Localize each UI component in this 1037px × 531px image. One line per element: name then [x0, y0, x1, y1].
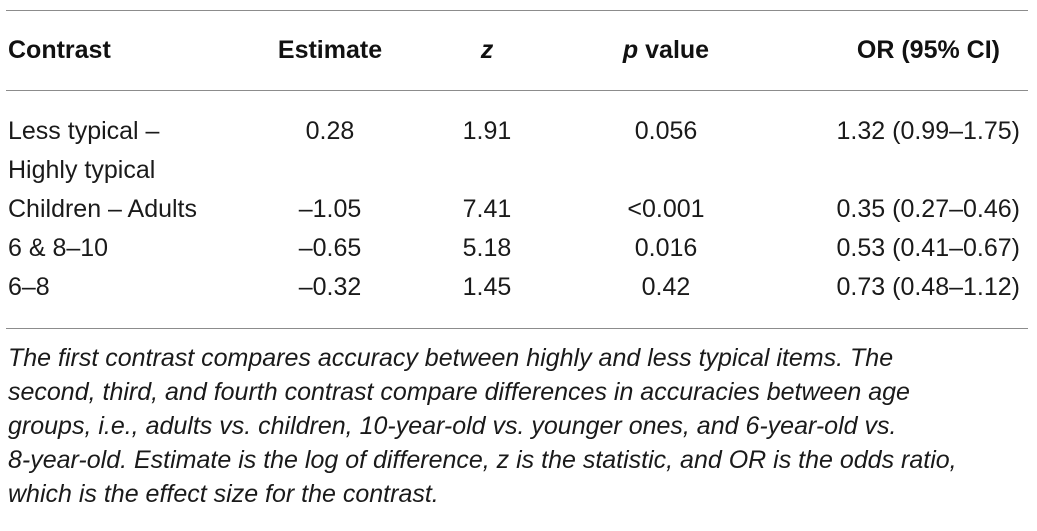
- row-z: 7.41: [462, 195, 512, 223]
- row-or-ci: 0.53 (0.41–0.67): [836, 234, 1020, 262]
- table-top-rule: [6, 10, 1028, 11]
- footnote-line: 8-year-old. Estimate is the log of diffe…: [8, 446, 957, 474]
- row-contrast: 6 & 8–10: [8, 234, 109, 262]
- footnote-line: which is the effect size for the contras…: [8, 480, 439, 508]
- row-estimate: –0.32: [298, 273, 362, 301]
- footnote-line: groups, i.e., adults vs. children, 10-ye…: [8, 412, 897, 440]
- header-estimate: Estimate: [277, 36, 383, 64]
- row-z: 5.18: [462, 234, 512, 262]
- row-contrast-continued: Highly typical: [8, 156, 156, 184]
- row-contrast: 6–8: [8, 273, 50, 301]
- header-contrast: Contrast: [8, 36, 111, 64]
- row-or-ci: 1.32 (0.99–1.75): [836, 117, 1020, 145]
- row-estimate: 0.28: [305, 117, 355, 145]
- row-p-value: <0.001: [627, 195, 705, 223]
- header-z: z: [480, 36, 494, 64]
- footnote-line: The first contrast compares accuracy bet…: [8, 344, 894, 372]
- row-z: 1.91: [462, 117, 512, 145]
- row-estimate: –0.65: [298, 234, 362, 262]
- header-bottom-rule: [6, 90, 1028, 91]
- header-p-rest: value: [645, 36, 710, 64]
- table-footnote: The first contrast compares accuracy bet…: [8, 341, 1030, 511]
- row-or-ci: 0.35 (0.27–0.46): [836, 195, 1020, 223]
- row-or-ci: 0.73 (0.48–1.12): [836, 273, 1020, 301]
- row-estimate: –1.05: [298, 195, 362, 223]
- row-p-value: 0.056: [634, 117, 698, 145]
- header-p-italic: p: [622, 36, 639, 64]
- row-p-value: 0.42: [641, 273, 691, 301]
- header-or-ci: OR (95% CI): [856, 36, 1000, 64]
- row-p-value: 0.016: [634, 234, 698, 262]
- row-z: 1.45: [462, 273, 512, 301]
- table-bottom-rule: [6, 328, 1028, 329]
- header-p-value: p value: [608, 31, 724, 70]
- footnote-line: second, third, and fourth contrast compa…: [8, 378, 910, 406]
- row-contrast: Less typical –: [8, 117, 160, 145]
- row-contrast: Children – Adults: [8, 195, 198, 223]
